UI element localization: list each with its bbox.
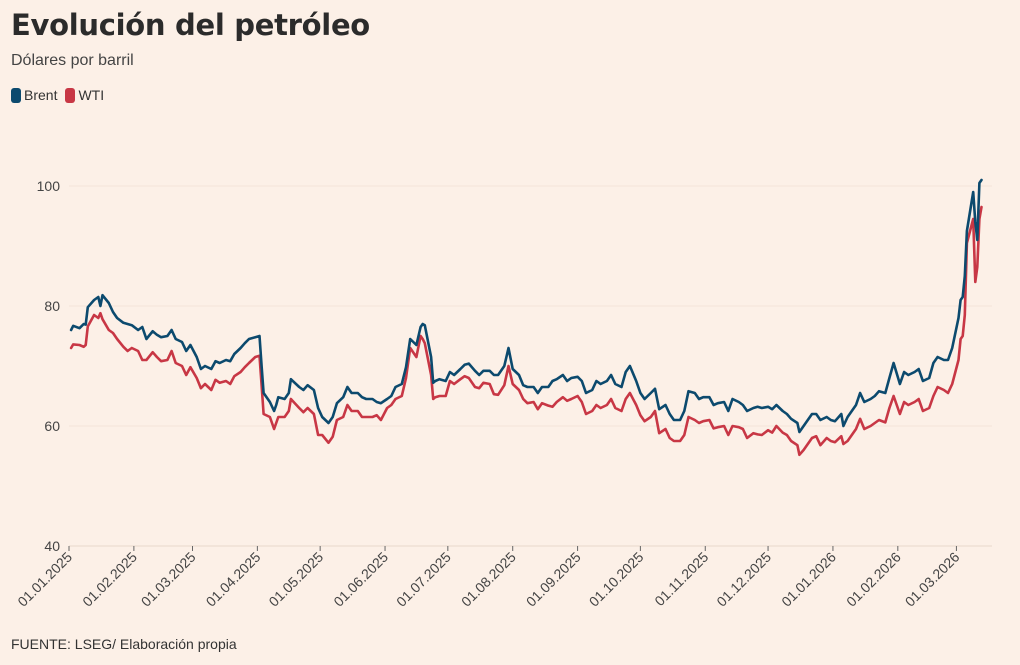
legend-item-wti: WTI [65,87,104,103]
source-note: FUENTE: LSEG/ Elaboración propia [11,636,237,652]
x-tick-label: 01.06.2025 [330,549,391,610]
y-tick-label: 60 [44,418,60,434]
y-tick-label: 80 [44,298,60,314]
x-tick-label: 01.07.2025 [393,549,454,610]
chart-title: Evolución del petróleo [11,8,370,42]
x-tick-label: 01.03.2026 [902,549,963,610]
chart-subtitle: Dólares por barril [11,52,134,69]
x-tick-label: 01.11.2025 [651,549,711,609]
y-tick-label: 40 [44,538,60,554]
legend: Brent WTI [11,87,112,103]
legend-swatch-wti [65,87,76,103]
legend-label-brent: Brent [24,87,58,103]
series-line-brent [69,178,983,434]
legend-swatch-brent [11,87,21,103]
x-tick-label: 01.08.2025 [458,549,519,610]
x-tick-label: 01.04.2025 [203,549,264,610]
legend-label-wti: WTI [78,87,105,103]
x-tick-label: 01.10.2025 [586,549,647,610]
x-tick-label: 01.02.2026 [843,549,904,610]
x-tick-label: 01.05.2025 [265,549,326,610]
series-line-wti [69,205,983,457]
x-tick-label: 01.02.2025 [79,549,140,610]
x-tick-label: 01.09.2025 [523,549,584,610]
legend-item-brent: Brent [11,87,57,103]
x-tick-label: 01.01.2026 [778,549,839,610]
x-tick-label: 01.03.2025 [138,549,199,610]
y-tick-label: 100 [37,178,61,194]
x-tick-label: 01.01.2025 [14,549,75,610]
x-tick-label: 01.12.2025 [713,549,774,610]
